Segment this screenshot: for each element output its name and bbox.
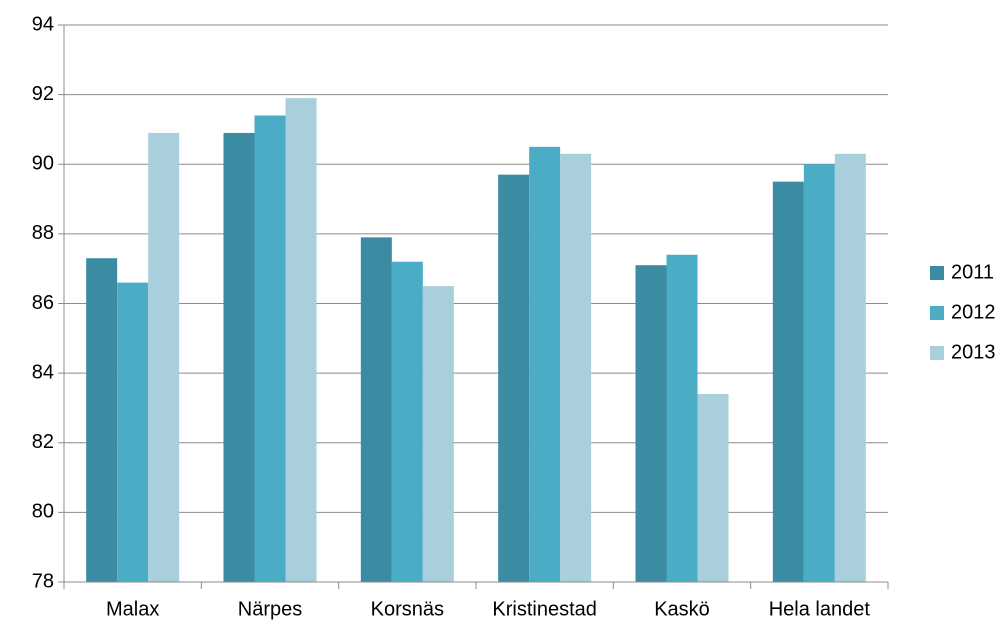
x-tick-label: Kristinestad (492, 598, 597, 620)
y-tick-label: 92 (32, 83, 54, 105)
bar (635, 265, 667, 582)
bar (422, 286, 454, 582)
legend-swatch (930, 306, 944, 320)
legend-swatch (930, 266, 944, 280)
x-tick-label: Hela landet (769, 598, 871, 620)
bar (666, 254, 698, 582)
bar (697, 394, 729, 582)
legend-label: 2013 (951, 341, 996, 363)
x-tick-label: Närpes (238, 598, 302, 620)
bar (498, 174, 530, 582)
x-tick-label: Kaskö (654, 598, 710, 620)
y-tick-label: 94 (32, 13, 54, 35)
x-tick-label: Korsnäs (371, 598, 444, 620)
bar (117, 282, 149, 582)
y-tick-label: 80 (32, 501, 54, 523)
bar (391, 261, 423, 582)
x-tick-label: Malax (106, 598, 159, 620)
y-tick-label: 78 (32, 570, 54, 592)
bar (803, 164, 835, 582)
y-tick-label: 84 (32, 361, 54, 383)
bar (360, 237, 392, 582)
bar (772, 181, 804, 582)
y-tick-label: 82 (32, 431, 54, 453)
bar (529, 146, 561, 582)
bar (285, 98, 317, 582)
bar (223, 132, 255, 582)
bar (86, 258, 118, 582)
bar (560, 153, 592, 582)
legend-label: 2011 (951, 261, 994, 283)
bar (148, 132, 180, 582)
y-tick-label: 88 (32, 222, 54, 244)
bar (834, 153, 866, 582)
legend-label: 2012 (951, 301, 996, 323)
y-tick-label: 90 (32, 153, 54, 175)
y-tick-label: 86 (32, 292, 54, 314)
legend-swatch (930, 346, 944, 360)
bar (254, 115, 286, 582)
